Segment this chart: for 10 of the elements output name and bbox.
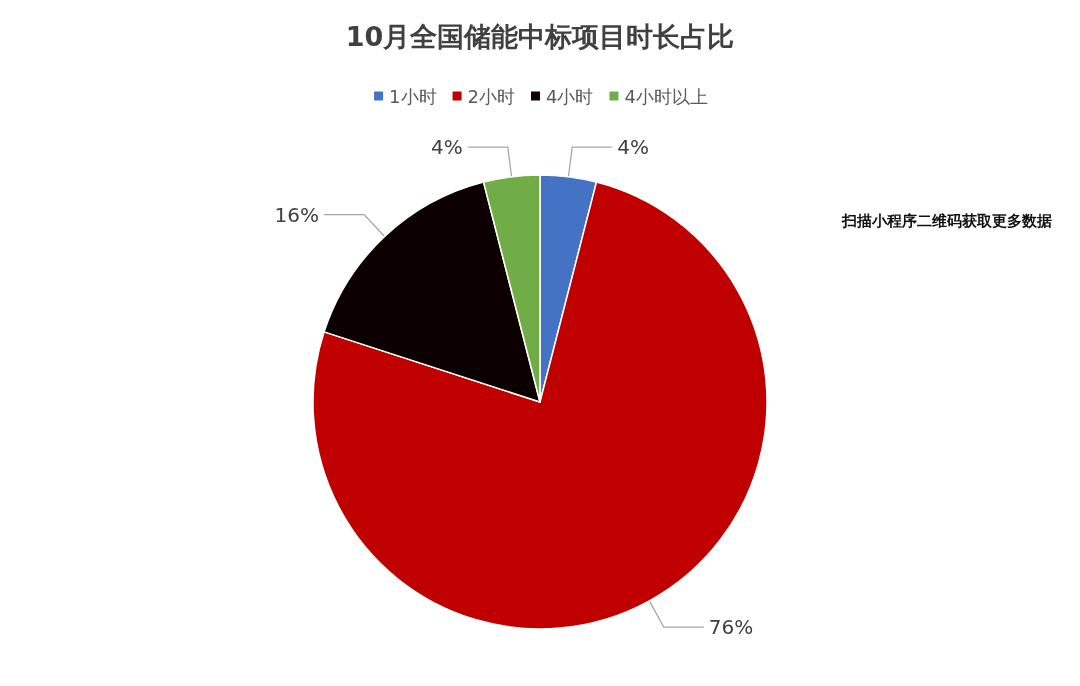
data-label: 4%	[431, 135, 463, 160]
legend-label: 1小时	[389, 85, 437, 107]
chart-title: 10月全国储能中标项目时长占比	[345, 21, 735, 52]
legend-label: 2小时	[467, 85, 515, 107]
data-label: 4%	[617, 135, 649, 160]
legend-label: 4小时以上	[624, 85, 708, 107]
data-label: 76%	[708, 615, 754, 640]
legend-label: 4小时	[546, 85, 594, 107]
text: 扫描小程序二维码获取更多数据	[842, 212, 1052, 231]
data-label: 16%	[274, 202, 320, 227]
